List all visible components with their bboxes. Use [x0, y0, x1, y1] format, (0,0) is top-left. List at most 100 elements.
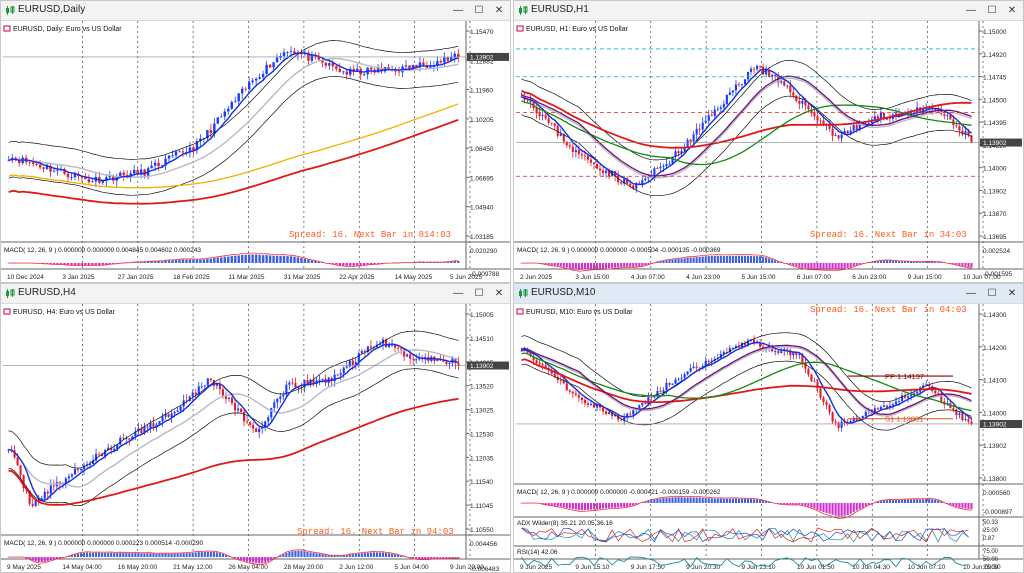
- title-bar[interactable]: EURUSD,M10 — ☐ ✕: [514, 284, 1023, 304]
- candle-body: [167, 414, 170, 417]
- candle-body: [335, 66, 338, 69]
- candle-body: [698, 128, 701, 130]
- time-label: 22 Apr 2025: [339, 274, 374, 281]
- macd-bar: [713, 255, 716, 263]
- candle-body: [656, 391, 659, 397]
- macd-bar: [671, 497, 674, 503]
- title-bar[interactable]: EURUSD,H1 — ☐ ✕: [514, 1, 1023, 21]
- macd-bar: [273, 557, 276, 559]
- macd-bar: [897, 261, 901, 263]
- minimize-button[interactable]: —: [966, 288, 976, 299]
- indicators: [521, 332, 972, 431]
- macd-bar: [795, 263, 798, 267]
- price-chart[interactable]: 1.150051.145101.140151.135201.130251.125…: [1, 304, 510, 572]
- candle-body: [101, 180, 105, 183]
- macd-bar: [279, 255, 282, 263]
- price-scale: 1.15470 1.12882 1.11960 1.10205 1.08450 1.066…: [466, 29, 494, 241]
- candle-body: [674, 379, 677, 384]
- macd-bar: [719, 498, 722, 503]
- price-chart[interactable]: 1.14300 1.14200 1.14100 1.14000 1.13902 1.138…: [514, 304, 1023, 572]
- macd-bar: [571, 503, 574, 510]
- maximize-button[interactable]: ☐: [987, 5, 997, 16]
- maximize-button[interactable]: ☐: [474, 288, 484, 299]
- moving-average-slow: [521, 77, 972, 179]
- macd-bar: [42, 263, 45, 264]
- macd-bar: [453, 261, 456, 263]
- candle-body: [728, 92, 731, 96]
- minimize-button[interactable]: —: [966, 5, 976, 16]
- macd-bar: [698, 497, 701, 503]
- price-label: 1.14500: [983, 97, 1007, 104]
- close-button[interactable]: ✕: [494, 288, 504, 299]
- candle-body: [37, 499, 40, 501]
- title-bar[interactable]: EURUSD,Daily — ☐ ✕: [1, 1, 510, 21]
- candle-body: [105, 177, 108, 181]
- macd-bar: [580, 263, 583, 270]
- maximize-button[interactable]: ☐: [987, 288, 997, 299]
- chart-window-eurusd-m10[interactable]: EURUSD,M10 — ☐ ✕ 1.14300 1.14200 1.14100 1.…: [513, 283, 1024, 573]
- macd-bar: [285, 552, 288, 557]
- title-bar[interactable]: EURUSD,H4 — ☐ ✕: [1, 284, 510, 304]
- macd-bar: [119, 552, 122, 557]
- macd-bar: [792, 503, 795, 505]
- candle-body: [964, 419, 967, 421]
- candle-body: [608, 412, 611, 414]
- candle-body: [333, 374, 336, 382]
- macd-bar: [780, 503, 783, 505]
- price-label: 1.14745: [983, 75, 1007, 82]
- candle-body: [282, 52, 286, 57]
- macd-bar: [553, 263, 556, 266]
- maximize-button[interactable]: ☐: [474, 5, 484, 16]
- chart-window-eurusd-h4[interactable]: EURUSD,H4 — ☐ ✕ 1.150051.145101.140151.1…: [0, 283, 511, 573]
- candle-body: [279, 396, 282, 399]
- candle-body: [958, 126, 961, 131]
- chart-window-eurusd-h1[interactable]: EURUSD,H1 — ☐ ✕ 1.15000 1.14920 1.14745 1.1…: [513, 0, 1024, 283]
- macd-bar: [592, 263, 596, 269]
- candle-body: [209, 378, 212, 381]
- macd-bar: [400, 555, 403, 557]
- candle-body: [363, 351, 366, 353]
- macd-bar: [550, 503, 553, 506]
- candle-body: [783, 81, 786, 86]
- candle-body: [264, 421, 267, 428]
- candle-body: [267, 417, 270, 422]
- close-button[interactable]: ✕: [1007, 288, 1017, 299]
- price-label: 1.12530: [470, 431, 494, 438]
- candle-body: [777, 351, 780, 354]
- candle-body: [641, 403, 644, 406]
- macd-bar: [357, 553, 360, 557]
- macd-bar: [297, 550, 300, 557]
- candle-body: [626, 413, 629, 418]
- macd-bar: [897, 499, 901, 503]
- macd-bar: [174, 260, 178, 263]
- candle-body: [692, 366, 695, 369]
- price-chart[interactable]: 1.150001.149201.147451.145001.143951.142…: [514, 21, 1023, 282]
- minimize-button[interactable]: —: [453, 288, 463, 299]
- time-label: 5 Jun 04:00: [395, 564, 429, 571]
- macd-histogram: [520, 255, 973, 271]
- candle-body: [765, 70, 768, 75]
- candle-body: [339, 373, 342, 375]
- macd-bar: [605, 263, 608, 269]
- minimize-button[interactable]: —: [453, 5, 463, 16]
- close-button[interactable]: ✕: [1007, 5, 1017, 16]
- macd-bar: [146, 553, 149, 557]
- candle-body: [641, 180, 644, 185]
- candle-body: [601, 407, 605, 412]
- price-chart[interactable]: 1.15470 1.12882 1.11960 1.10205 1.08450 1.066…: [1, 21, 510, 282]
- macd-bar: [822, 503, 825, 513]
- candle-body: [891, 404, 895, 406]
- macd-bar: [734, 498, 737, 503]
- chart-window-eurusd-daily[interactable]: EURUSD,Daily — ☐ ✕ 1.15470 1.12882 1.11960…: [0, 0, 511, 283]
- candle-body: [580, 154, 583, 156]
- close-button[interactable]: ✕: [494, 5, 504, 16]
- rsi-scale-label: 75.00: [983, 549, 999, 555]
- candle-body: [728, 348, 731, 353]
- macd-bar: [713, 498, 716, 503]
- candle-body: [937, 393, 940, 395]
- candle-body: [31, 503, 34, 506]
- macd-bar: [427, 557, 430, 560]
- macd-bar: [870, 262, 873, 263]
- macd-bar: [310, 260, 314, 263]
- macd-bar: [448, 557, 451, 559]
